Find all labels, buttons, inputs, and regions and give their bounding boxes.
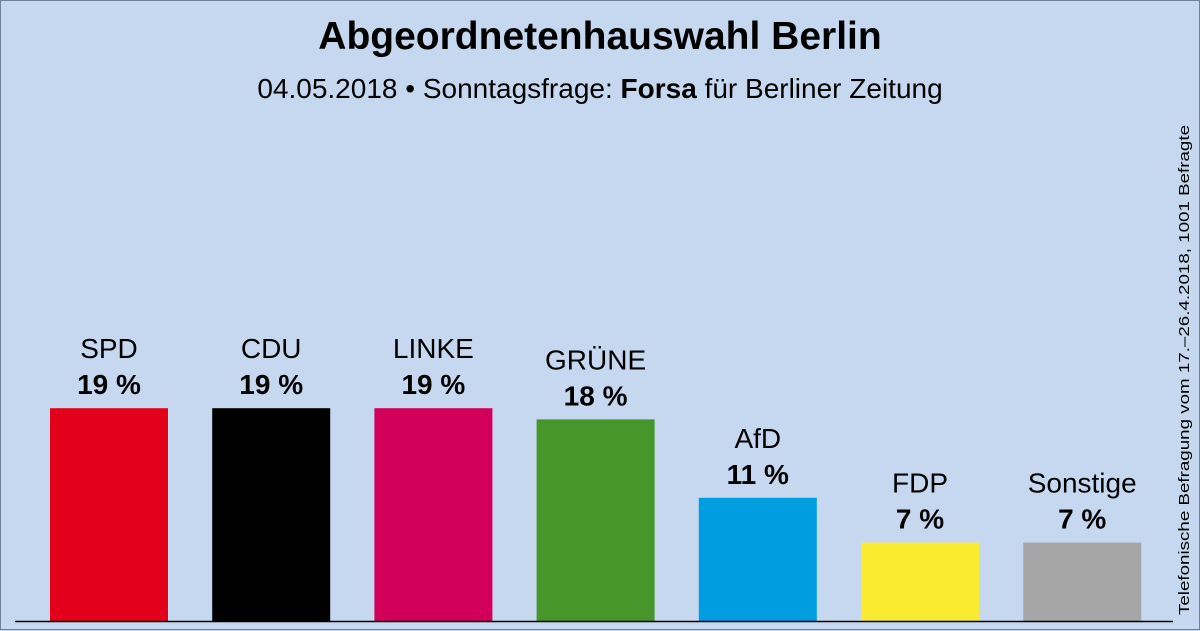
value-label-fdp: 7 % xyxy=(896,504,944,535)
bar-fdp xyxy=(861,542,979,621)
bar-grüne xyxy=(536,419,655,621)
category-label-sonstige: Sonstige xyxy=(1028,468,1137,499)
bar-sonstige xyxy=(1023,542,1142,621)
subtitle-client: für Berliner Zeitung xyxy=(696,73,943,104)
bar-spd xyxy=(50,408,168,621)
category-label-afd: AfD xyxy=(734,423,781,454)
chart-title: Abgeordnetenhauswahl Berlin xyxy=(318,15,882,58)
category-label-spd: SPD xyxy=(80,333,138,364)
survey-note: Telefonische Befragung vom 17.–26.4.2018… xyxy=(1174,123,1194,615)
category-label-fdp: FDP xyxy=(892,468,948,499)
value-label-spd: 19 % xyxy=(77,369,141,400)
value-label-grüne: 18 % xyxy=(564,380,628,411)
chart-subtitle: 04.05.2018 • Sonntagsfrage: Forsa für Be… xyxy=(1,73,1199,105)
value-label-sonstige: 7 % xyxy=(1058,504,1106,535)
category-label-cdu: CDU xyxy=(241,333,302,364)
bar-afd xyxy=(698,497,817,621)
category-label-grüne: GRÜNE xyxy=(545,344,646,375)
subtitle-separator: • Sonntagsfrage: xyxy=(397,73,621,104)
value-label-afd: 11 % xyxy=(727,459,789,490)
subtitle-date: 04.05.2018 xyxy=(257,73,398,104)
category-label-linke: LINKE xyxy=(393,333,474,364)
survey-note-text: Telefonische Befragung vom 17.–26.4.2018… xyxy=(1176,125,1193,615)
bar-linke xyxy=(374,408,493,621)
value-label-linke: 19 % xyxy=(401,369,465,400)
value-label-cdu: 19 % xyxy=(239,369,303,400)
bar-cdu xyxy=(212,408,331,621)
subtitle-institute: Forsa xyxy=(620,73,697,104)
